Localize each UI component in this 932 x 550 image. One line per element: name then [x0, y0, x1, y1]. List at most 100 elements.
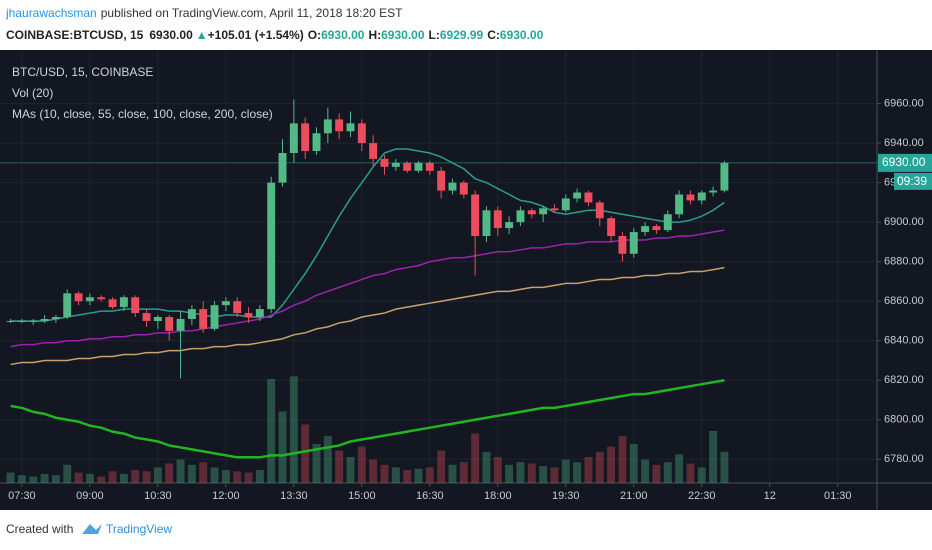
header-line: jhaurawachsman published on TradingView.c… — [5, 6, 403, 20]
candle-body — [199, 309, 208, 329]
candle-body — [539, 208, 548, 215]
c-label: C: — [487, 28, 500, 42]
candle-body — [448, 182, 457, 191]
c-value: 6930.00 — [500, 28, 544, 42]
moving-average — [10, 379, 725, 459]
candle-body — [471, 194, 480, 236]
x-tick-label: 22:30 — [688, 490, 716, 502]
volume-bar — [233, 471, 242, 483]
candle-body — [641, 226, 650, 233]
volume-bar — [663, 462, 672, 483]
x-tick-label: 01:30 — [824, 490, 852, 502]
volume-bar — [391, 467, 400, 483]
y-tick-label: 6960.00 — [884, 97, 924, 109]
x-tick-label: 07:30 — [8, 490, 36, 502]
volume-bar — [629, 444, 638, 483]
volume-bar — [618, 436, 627, 483]
volume-bar — [119, 473, 128, 483]
volume-bar — [652, 464, 661, 483]
volume-bar — [493, 457, 502, 483]
brand[interactable]: TradingView — [106, 522, 172, 536]
candle-body — [720, 162, 729, 191]
volume-bar — [448, 464, 457, 483]
x-tick-label: 10:30 — [144, 490, 172, 502]
candle-body — [176, 318, 185, 331]
volume-bar — [312, 444, 321, 483]
candle-body — [618, 235, 627, 254]
candle-body — [6, 320, 15, 322]
l-value: 6929.99 — [440, 28, 484, 42]
l-label: L: — [429, 28, 440, 42]
volume-bar — [142, 471, 151, 483]
volume-bar — [561, 459, 570, 483]
h-label: H: — [368, 28, 381, 42]
candle-body — [301, 123, 310, 152]
candle-body — [267, 182, 276, 310]
candle-body — [652, 226, 661, 231]
candle-body — [97, 297, 106, 300]
author: jhaurawachsman — [5, 6, 97, 20]
candle-body — [335, 119, 344, 132]
y-tick-label: 6900.00 — [884, 216, 924, 228]
volume-bar — [335, 450, 344, 483]
candle-body — [686, 194, 695, 201]
volume-bar — [85, 473, 94, 483]
volume-bar — [153, 467, 162, 483]
volume-bar — [63, 464, 72, 483]
volume-bar — [709, 431, 718, 483]
candle-body — [346, 123, 355, 132]
x-tick-label: 19:30 — [552, 490, 580, 502]
candle-body — [493, 210, 502, 229]
candle-body — [323, 119, 332, 134]
candle-body — [369, 143, 378, 159]
volume-bar — [210, 467, 219, 483]
x-tick-label: 12:00 — [212, 490, 240, 502]
candle-body — [108, 299, 117, 308]
y-tick-label: 6800.00 — [884, 414, 924, 426]
volume-bar — [17, 475, 26, 483]
candle-body — [255, 309, 264, 318]
candle-body — [187, 309, 196, 319]
volume-bar — [425, 467, 434, 483]
candle-body — [505, 222, 514, 229]
x-tick-label: 09:00 — [76, 490, 104, 502]
candle-body — [142, 313, 151, 321]
x-tick-label: 18:00 — [484, 490, 512, 502]
candle-body — [595, 202, 604, 219]
legend-volume: Vol (20) — [12, 86, 53, 100]
moving-average — [10, 266, 725, 366]
volume-bar — [267, 379, 276, 483]
candle-body — [437, 170, 446, 191]
last: 6930.00 — [149, 28, 193, 42]
volume-bar — [573, 462, 582, 483]
candle-body — [221, 301, 230, 306]
candle-body — [573, 192, 582, 199]
candle-body — [391, 162, 400, 167]
volume-bar — [369, 459, 378, 483]
x-tick-label: 13:30 — [280, 490, 308, 502]
candle-body — [244, 313, 253, 318]
candle-body — [278, 152, 287, 183]
volume-bar — [686, 463, 695, 483]
volume-bar — [607, 446, 616, 483]
volume-bar — [482, 451, 491, 483]
candle-body — [709, 190, 718, 193]
volume-bar — [74, 472, 83, 483]
volume-bar — [187, 464, 196, 483]
volume-bar — [720, 451, 729, 483]
moving-average — [10, 229, 725, 348]
volume-bar — [539, 466, 548, 483]
volume-bar — [289, 376, 298, 483]
volume-bar — [29, 476, 38, 483]
symbol: COINBASE:BTCUSD, 15 — [6, 28, 144, 42]
volume-bar — [165, 463, 174, 483]
volume-bar — [221, 470, 230, 483]
volume-bar — [346, 457, 355, 483]
volume-bar — [244, 472, 253, 483]
volume-bar — [471, 433, 480, 483]
o-value: 6930.00 — [321, 28, 365, 42]
y-tick-label: 6840.00 — [884, 335, 924, 347]
candle-body — [675, 194, 684, 215]
volume-bar — [40, 473, 49, 483]
